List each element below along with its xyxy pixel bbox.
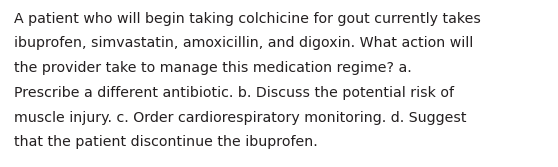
- Text: the provider take to manage this medication regime? a.: the provider take to manage this medicat…: [14, 61, 412, 75]
- Text: that the patient discontinue the ibuprofen.: that the patient discontinue the ibuprof…: [14, 135, 318, 149]
- Text: muscle injury. c. Order cardiorespiratory monitoring. d. Suggest: muscle injury. c. Order cardiorespirator…: [14, 111, 466, 125]
- Text: ibuprofen, simvastatin, amoxicillin, and digoxin. What action will: ibuprofen, simvastatin, amoxicillin, and…: [14, 36, 473, 50]
- Text: Prescribe a different antibiotic. b. Discuss the potential risk of: Prescribe a different antibiotic. b. Dis…: [14, 86, 454, 100]
- Text: A patient who will begin taking colchicine for gout currently takes: A patient who will begin taking colchici…: [14, 12, 481, 26]
